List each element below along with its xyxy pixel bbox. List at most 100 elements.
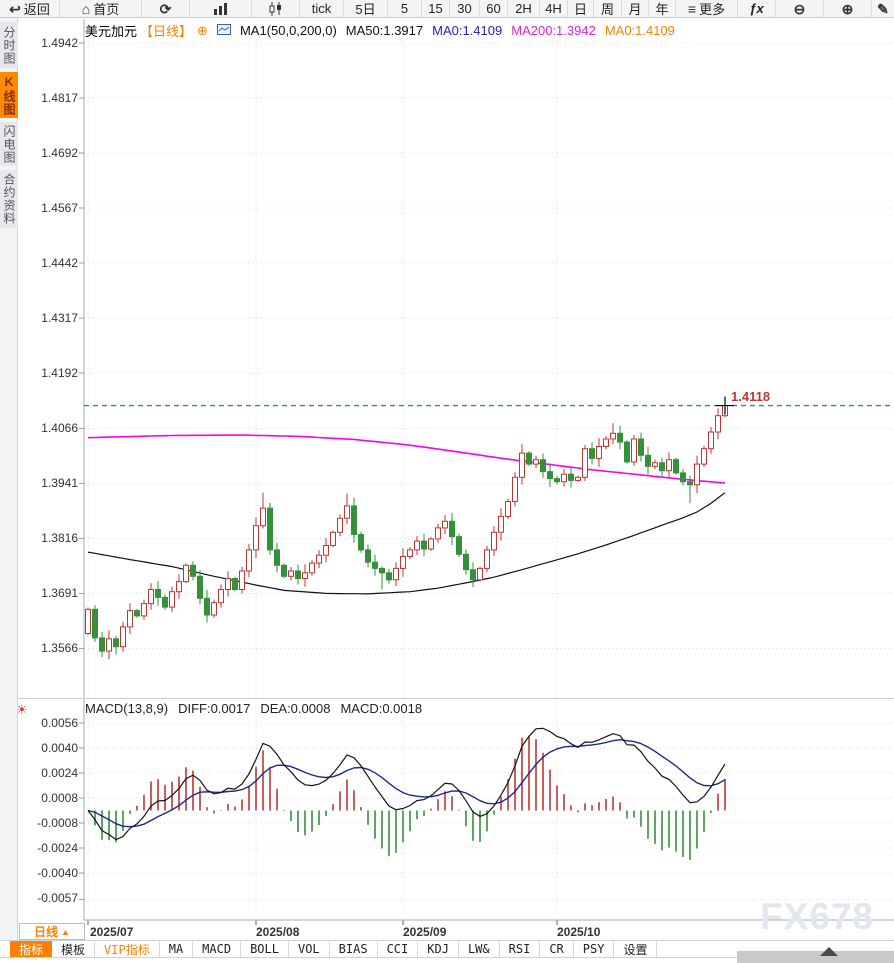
macd-title: MACD(13,8,9) xyxy=(85,701,169,716)
macd-dea-value: DEA:0.0008 xyxy=(260,701,331,716)
more-menu-icon: ≡ xyxy=(687,0,697,17)
chart-type-sidebar: 分时图 K线图 闪电图 合约资料 xyxy=(0,18,18,940)
y-tick-label: 1.4066 xyxy=(41,421,78,435)
fx678-watermark: FX678 xyxy=(760,896,875,937)
ma200-value: MA200:1.3942 xyxy=(511,23,596,38)
y-tick-label: 1.3566 xyxy=(41,641,78,655)
sidebar-tab-contract-info[interactable]: 合约资料 xyxy=(0,170,18,228)
tick-interval-button[interactable]: tick xyxy=(300,0,344,17)
ma50-value: MA50:1.3917 xyxy=(345,23,424,38)
tab-macd[interactable]: MACD xyxy=(193,941,242,957)
interval-year-button[interactable]: 年 xyxy=(649,0,676,17)
interval-5min-label: 5 xyxy=(400,1,409,16)
interval-2h-button[interactable]: 2H xyxy=(508,0,540,17)
macd-tick-label: 0.0008 xyxy=(41,791,78,805)
zoom-in-button[interactable]: ⊕ xyxy=(824,0,872,17)
pencil-icon: ✎ xyxy=(877,0,889,17)
tab-kdj[interactable]: KDJ xyxy=(418,941,459,957)
interval-30min-button[interactable]: 30 xyxy=(450,0,480,17)
chevron-up-icon: ▲ xyxy=(61,926,70,937)
macd-tick-label: -0.0040 xyxy=(37,866,78,880)
home-button[interactable]: ⌂ 首页 xyxy=(60,0,142,17)
macd-tick-label: 0.0040 xyxy=(41,741,78,755)
more-label: 更多 xyxy=(699,2,726,17)
zoom-out-icon: ⊖ xyxy=(793,0,806,17)
tab-template[interactable]: 模板 xyxy=(52,941,96,957)
interval-month-button[interactable]: 月 xyxy=(622,0,649,17)
interval-15min-label: 15 xyxy=(428,1,443,16)
top-toolbar: ↩ 返回 ⌂ 首页 ⟳ tick 5日 5 15 30 xyxy=(0,0,894,18)
sidebar-tab-kline-chart[interactable]: K线图 xyxy=(0,72,18,118)
interval-4h-button[interactable]: 4H xyxy=(540,0,568,17)
interval-15min-button[interactable]: 15 xyxy=(422,0,450,17)
tab-boll[interactable]: BOLL xyxy=(241,941,289,957)
y-tick-label: 1.3941 xyxy=(41,476,78,490)
tab-cci[interactable]: CCI xyxy=(378,941,419,957)
interval-week-button[interactable]: 周 xyxy=(594,0,622,17)
y-tick-label: 1.4567 xyxy=(41,201,78,215)
y-tick-label: 1.4442 xyxy=(41,256,78,270)
interval-2h-label: 2H xyxy=(515,1,532,16)
zoom-out-button[interactable]: ⊖ xyxy=(776,0,824,17)
back-button[interactable]: ↩ 返回 xyxy=(0,0,60,17)
tab-ma[interactable]: MA xyxy=(160,941,194,957)
interval-week-label: 周 xyxy=(600,2,614,17)
back-label: 返回 xyxy=(23,2,50,17)
macd-bar-value: MACD:0.0018 xyxy=(340,701,423,716)
interval-day-button[interactable]: 日 xyxy=(568,0,594,17)
interval-dropdown[interactable]: 日线 ▲ xyxy=(19,923,85,940)
tab-vol[interactable]: VOL xyxy=(289,941,330,957)
interval-60min-label: 60 xyxy=(486,1,501,16)
indicator-toolbar: 指标 模板 VIP指标 MA MACD BOLL VOL BIAS CCI KD… xyxy=(0,940,894,958)
current-price-tag: 1.4118 xyxy=(731,389,771,404)
interval-5day-button[interactable]: 5日 xyxy=(344,0,388,17)
ma0-value-orange: MA0:1.4109 xyxy=(604,23,675,38)
add-indicator-icon[interactable]: ⊕ xyxy=(197,22,208,38)
macd-tick-label: 0.0056 xyxy=(41,716,78,730)
interval-60min-button[interactable]: 60 xyxy=(480,0,508,17)
tab-settings[interactable]: 设置 xyxy=(614,941,658,957)
tab-rsi[interactable]: RSI xyxy=(500,941,541,957)
candlestick-type-button[interactable] xyxy=(252,0,300,17)
home-icon: ⌂ xyxy=(81,0,91,17)
scroll-up-arrow-icon[interactable] xyxy=(820,947,838,956)
tab-psy[interactable]: PSY xyxy=(574,941,615,957)
y-tick-label: 1.3691 xyxy=(41,586,78,600)
interval-30min-label: 30 xyxy=(457,1,472,16)
macd-settings-icon[interactable]: ☀ xyxy=(16,702,28,717)
tick-label: tick xyxy=(311,1,332,16)
x-tick-label: 2025/10 xyxy=(557,925,601,939)
y-tick-label: 1.3816 xyxy=(41,531,78,545)
y-tick-label: 1.4692 xyxy=(41,146,78,160)
bar-chart-icon xyxy=(213,2,229,15)
formula-fx-icon: ƒx xyxy=(749,1,764,16)
home-label: 首页 xyxy=(93,2,120,17)
more-button[interactable]: ≡ 更多 xyxy=(676,0,738,17)
x-tick-label: 2025/08 xyxy=(256,925,300,939)
macd-header: MACD(13,8,9) DIFF:0.0017 DEA:0.0008 MACD… xyxy=(85,701,422,716)
ma-chart-icon xyxy=(216,23,231,38)
tab-cr[interactable]: CR xyxy=(540,941,574,957)
formula-button[interactable]: ƒx xyxy=(738,0,776,17)
draw-tool-button[interactable]: ✎ xyxy=(872,0,894,17)
ma0-value-blue: MA0:1.4109 xyxy=(432,23,503,38)
symbol-name: 美元加元 xyxy=(85,24,138,39)
macd-diff-value: DIFF:0.0017 xyxy=(178,701,251,716)
back-icon: ↩ xyxy=(9,0,21,17)
interval-tag: 【日线】 xyxy=(140,24,193,39)
sidebar-tab-time-chart[interactable]: 分时图 xyxy=(0,22,18,68)
macd-tick-label: -0.0024 xyxy=(37,841,78,855)
tab-bias[interactable]: BIAS xyxy=(330,941,378,957)
tab-lwr[interactable]: LW& xyxy=(459,941,500,957)
bar-chart-type-button[interactable] xyxy=(190,0,252,17)
horizontal-scrollbar[interactable] xyxy=(737,951,894,963)
interval-4h-label: 4H xyxy=(545,1,562,16)
refresh-button[interactable]: ⟳ xyxy=(142,0,190,17)
interval-5min-button[interactable]: 5 xyxy=(388,0,422,17)
macd-tick-label: -0.0008 xyxy=(37,816,78,830)
refresh-icon: ⟳ xyxy=(159,0,172,17)
tab-vip-indicator[interactable]: VIP指标 xyxy=(95,941,160,957)
tab-indicator[interactable]: 指标 xyxy=(10,941,53,957)
sidebar-tab-lightning-chart[interactable]: 闪电图 xyxy=(0,122,18,166)
